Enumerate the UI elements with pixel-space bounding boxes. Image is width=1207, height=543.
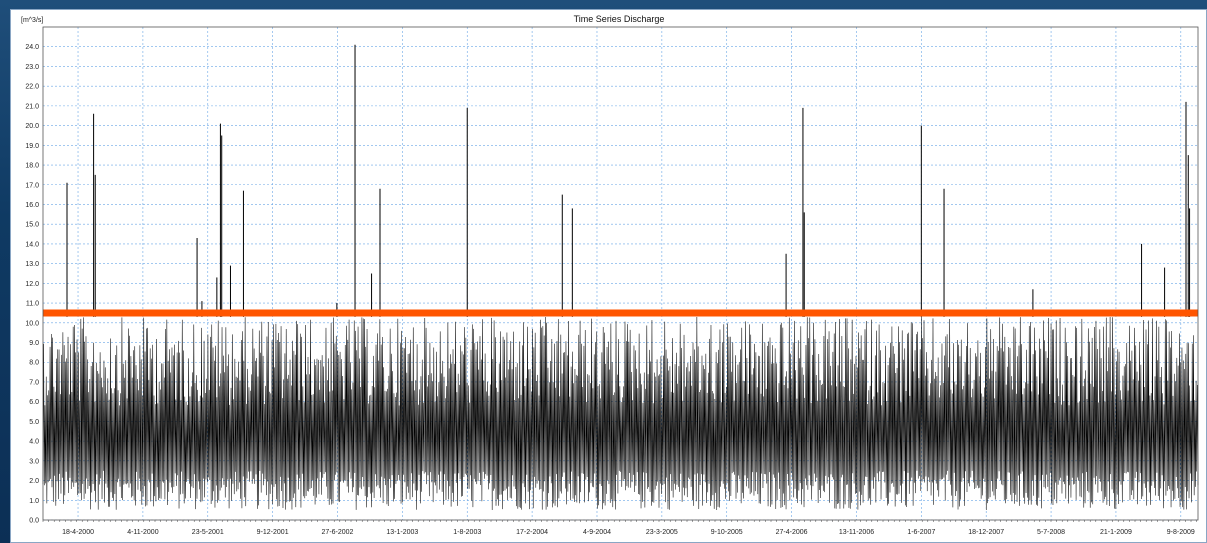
x-tick-label: 4-11-2000	[127, 529, 159, 536]
x-tick-label: 1-6-2007	[907, 529, 935, 536]
x-tick-label: 13-11-2006	[839, 529, 874, 536]
x-tick-label: 1-8-2003	[453, 529, 481, 536]
chart-title: Time Series Discharge	[574, 14, 665, 24]
y-tick-label: 21.0	[25, 103, 39, 110]
y-axis-ticks: 0.0 1.0 2.0 3.0 4.0 5.0 6.0 7.0 8.0 9.0 10.0 11.0 12…	[25, 44, 39, 524]
series-line	[42, 316, 1199, 511]
y-tick-label: 13.0	[25, 261, 39, 268]
x-tick-label: 27-4-2006	[776, 529, 808, 536]
y-tick-label: 4.0	[29, 439, 39, 446]
y-tick-label: 14.0	[25, 241, 39, 248]
y-tick-label: 8.0	[29, 360, 39, 367]
y-tick-label: 22.0	[25, 84, 39, 91]
x-tick-label: 9-10-2005	[711, 529, 743, 536]
y-tick-label: 15.0	[25, 222, 39, 229]
x-tick-label: 9-12-2001	[257, 529, 289, 536]
x-axis-ticks: 18-4-2000 4-11-2000 23-5-2001 9-12-2001 27-6…	[42, 520, 1197, 536]
y-tick-label: 16.0	[25, 202, 39, 209]
discharge-chart: Time Series Discharge [m^3/s] 0.0 1.0 2.0 3…	[21, 14, 1199, 536]
x-tick-label: 9-8-2009	[1167, 529, 1195, 536]
y-tick-label: 20.0	[25, 123, 39, 130]
y-tick-label: 12.0	[25, 281, 39, 288]
y-tick-label: 17.0	[25, 182, 39, 189]
grid	[43, 27, 1198, 521]
x-tick-label: 18-12-2007	[968, 529, 1004, 536]
y-tick-label: 1.0	[29, 498, 39, 505]
y-tick-label: 5.0	[29, 419, 39, 426]
x-tick-label: 13-1-2003	[386, 529, 418, 536]
plot-area-border	[42, 26, 1199, 521]
axes	[42, 26, 1199, 521]
x-tick-label: 23-3-2005	[646, 529, 678, 536]
y-tick-label: 19.0	[25, 143, 39, 150]
x-tick-label: 27-6-2002	[322, 529, 354, 536]
x-tick-label: 21-1-2009	[1100, 529, 1132, 536]
y-tick-label: 9.0	[29, 340, 39, 347]
y-tick-label: 24.0	[25, 44, 39, 51]
y-tick-label: 6.0	[29, 399, 39, 406]
y-tick-label: 23.0	[25, 64, 39, 71]
x-tick-label: 5-7-2008	[1037, 529, 1065, 536]
y-tick-label: 7.0	[29, 379, 39, 386]
y-tick-label: 2.0	[29, 478, 39, 485]
y-tick-label: 10.0	[25, 320, 39, 327]
chart-frame: Time Series Discharge [m^3/s] 0.0 1.0 2.0 3…	[10, 9, 1207, 543]
x-tick-label: 23-5-2001	[192, 529, 224, 536]
y-tick-label: 11.0	[26, 301, 39, 308]
x-tick-label: 4-9-2004	[583, 529, 611, 536]
x-tick-label: 17-2-2004	[516, 529, 548, 536]
y-tick-label: 18.0	[25, 163, 39, 170]
x-tick-label: 18-4-2000	[62, 529, 94, 536]
y-axis-unit: [m^3/s]	[21, 17, 43, 24]
series-discharge	[42, 44, 1199, 511]
y-tick-label: 0.0	[29, 518, 39, 525]
y-tick-label: 3.0	[29, 458, 39, 465]
